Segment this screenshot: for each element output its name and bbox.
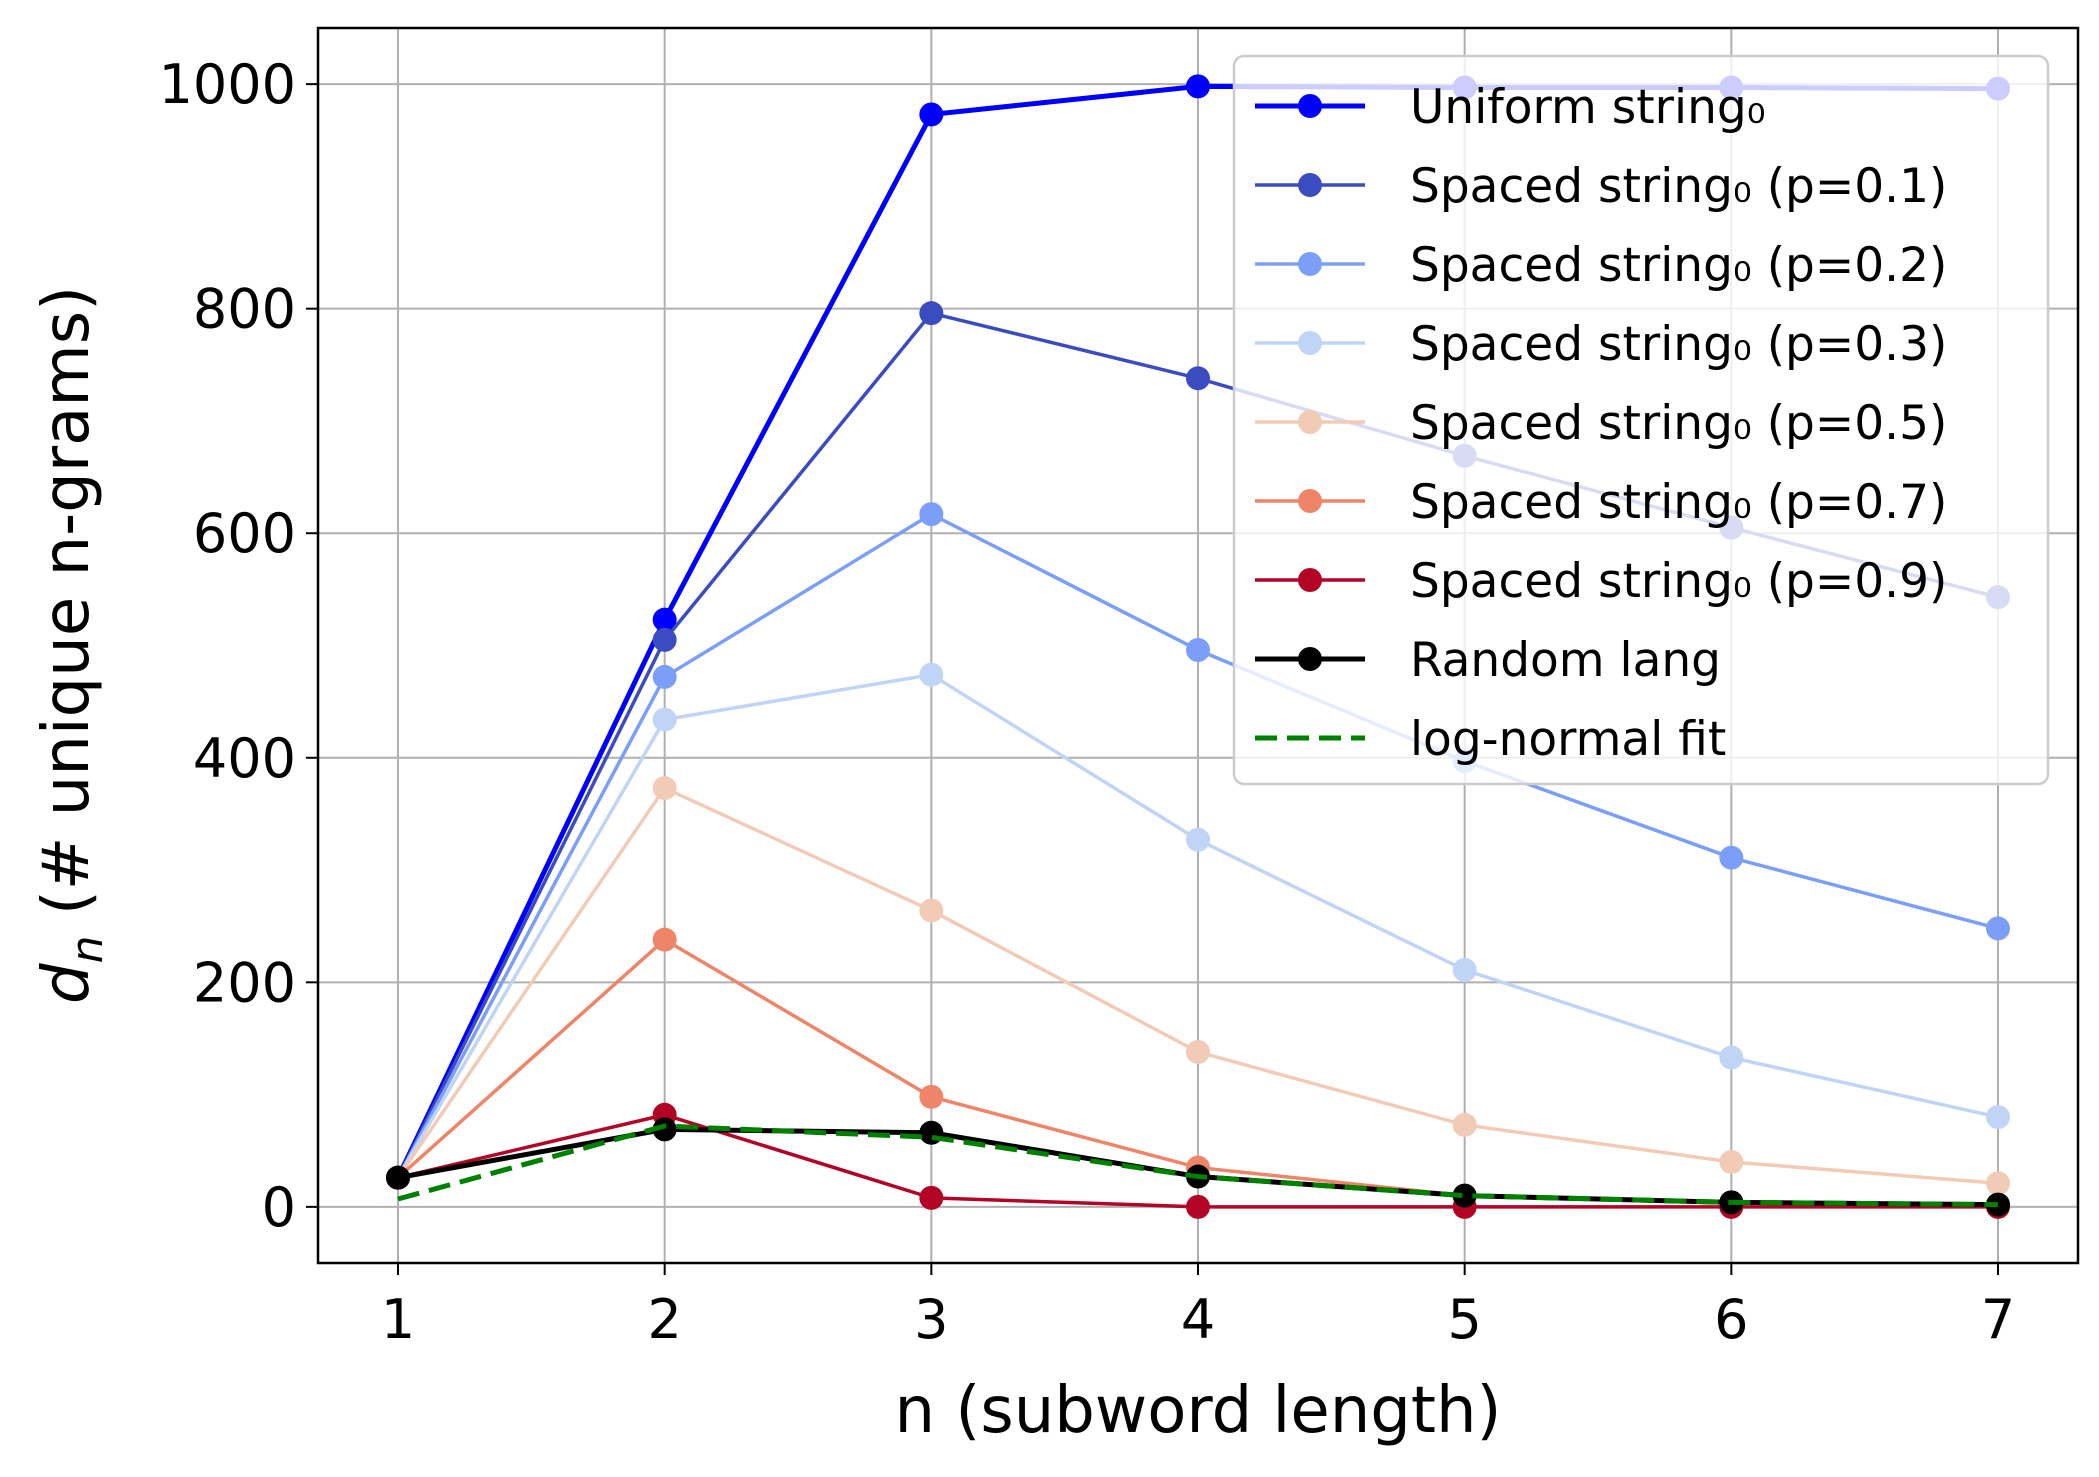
legend-label: Spaced string₀ (p=0.1) (1410, 159, 1947, 214)
series-line (397, 1123, 1999, 1208)
legend-label: Spaced string₀ (p=0.7) (1410, 475, 1947, 530)
legend-marker (1298, 331, 1322, 355)
data-point (919, 502, 944, 527)
x-tick-label: 7 (1981, 1288, 2015, 1351)
legend-marker (1298, 94, 1322, 118)
x-tick-label: 4 (1181, 1288, 1215, 1351)
legend-label: log-normal fit (1410, 712, 1726, 767)
legend-label: Spaced string₀ (p=0.3) (1410, 317, 1947, 372)
data-point (1986, 916, 2010, 941)
legend: Uniform string₀ Spaced string₀ (p=0.1) Spa… (1232, 54, 2050, 786)
y-tick-label: 0 (262, 1176, 296, 1239)
series-3 (386, 662, 2010, 1190)
legend-entry: Spaced string₀ (p=0.7) (1255, 475, 1947, 530)
data-point (1186, 827, 1210, 852)
legend-marker (1298, 568, 1322, 592)
data-point (1186, 366, 1210, 391)
data-point (1986, 1105, 2010, 1130)
legend-entry: Uniform string₀ (1255, 80, 1766, 135)
data-point (1452, 1183, 1477, 1208)
data-point (919, 1185, 944, 1210)
axis-ticks: 1 2 3 4 5 6 7 0 200 400 600 800 1000 (159, 53, 2016, 1351)
data-point (652, 627, 677, 652)
y-axis-text: (# unique n-grams) (30, 286, 104, 936)
legend-marker (1298, 252, 1322, 276)
data-point (652, 607, 677, 632)
legend-entry: Spaced string₀ (p=0.9) (1255, 554, 1947, 609)
x-tick-label: 6 (1714, 1288, 1748, 1351)
x-tick-label: 1 (381, 1288, 415, 1351)
data-point (1186, 1194, 1210, 1219)
legend-entry: Random lang (1255, 633, 1721, 688)
data-point (1452, 1112, 1477, 1137)
data-point (919, 1084, 944, 1109)
y-axis-title: dn (# unique n-grams) (30, 286, 113, 1004)
data-point (652, 664, 677, 689)
data-point (1719, 1149, 1744, 1174)
data-point (1719, 845, 1744, 870)
data-point (652, 707, 677, 732)
data-point (919, 1120, 944, 1145)
legend-marker (1298, 647, 1322, 671)
legend-entry: Spaced string₀ (p=0.3) (1255, 317, 1947, 372)
legend-entries: Uniform string₀ Spaced string₀ (p=0.1) Spa… (1255, 80, 1947, 767)
x-tick-label: 5 (1447, 1288, 1481, 1351)
data-point (919, 662, 944, 687)
legend-entry: Spaced string₀ (p=0.2) (1255, 238, 1947, 293)
x-tick-label: 3 (914, 1288, 948, 1351)
y-tick-label: 1000 (159, 53, 296, 116)
legend-label: Random lang (1410, 633, 1721, 688)
legend-label: Spaced string₀ (p=0.2) (1410, 238, 1947, 293)
data-point (652, 1117, 677, 1142)
x-axis-title: n (subword length) (894, 1374, 1501, 1448)
data-point (919, 898, 944, 923)
legend-entry: Spaced string₀ (p=0.5) (1255, 396, 1947, 451)
y-tick-label: 600 (193, 502, 296, 565)
legend-label: Uniform string₀ (1410, 80, 1766, 135)
data-point (919, 301, 944, 326)
data-point (1186, 1039, 1210, 1064)
legend-marker (1298, 173, 1322, 197)
data-point (1452, 957, 1477, 982)
y-tick-label: 400 (193, 727, 296, 790)
legend-entry: Spaced string₀ (p=0.1) (1255, 159, 1947, 214)
data-point (1186, 637, 1210, 662)
data-point (919, 102, 944, 127)
y-axis-subscript: n (62, 936, 113, 964)
series-8 (397, 1123, 1999, 1208)
x-tick-label: 2 (647, 1288, 681, 1351)
data-point (1186, 74, 1210, 99)
legend-entry: log-normal fit (1255, 712, 1726, 767)
y-axis-symbol: d (30, 963, 104, 1004)
data-point (1986, 1171, 2010, 1196)
legend-label: Spaced string₀ (p=0.9) (1410, 554, 1947, 609)
data-point (1719, 1045, 1744, 1070)
data-point (386, 1165, 410, 1190)
y-tick-label: 800 (193, 278, 296, 341)
legend-label: Spaced string₀ (p=0.5) (1410, 396, 1947, 451)
data-point (652, 776, 677, 801)
legend-box (1232, 54, 2050, 786)
data-point (652, 927, 677, 952)
y-tick-label: 200 (193, 951, 296, 1014)
legend-marker (1298, 410, 1322, 434)
legend-marker (1298, 489, 1322, 513)
